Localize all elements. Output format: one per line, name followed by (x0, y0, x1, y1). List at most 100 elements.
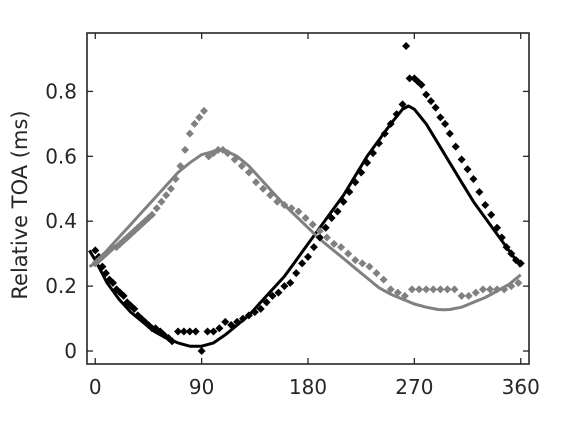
data-point (197, 347, 206, 356)
data-point (487, 210, 496, 219)
data-point (426, 97, 435, 106)
data-point (398, 100, 407, 109)
data-point (287, 204, 296, 213)
data-point (445, 129, 454, 138)
data-point (280, 200, 289, 209)
data-point (402, 41, 411, 50)
data-point (191, 327, 200, 336)
data-point (185, 327, 194, 336)
data-point (369, 149, 377, 158)
data-point (339, 197, 348, 206)
data-point (457, 155, 466, 164)
data-point (266, 191, 275, 200)
data-point (286, 278, 295, 287)
data-point (162, 191, 171, 200)
data-point (363, 158, 372, 167)
data-point (330, 239, 338, 248)
data-point (123, 298, 132, 307)
data-point (475, 188, 484, 197)
data-point (422, 90, 431, 99)
x-tick-label: 360 (502, 375, 540, 399)
data-point (98, 252, 107, 261)
data-point (436, 113, 445, 122)
data-point (227, 321, 236, 330)
data-point (292, 269, 301, 278)
data-point (392, 110, 401, 119)
data-point (301, 213, 310, 222)
data-point (441, 119, 450, 128)
data-point (200, 106, 208, 115)
point-series (91, 106, 523, 300)
data-point (386, 285, 395, 294)
data-point (493, 285, 502, 294)
data-point (471, 288, 480, 297)
data-point (98, 262, 107, 271)
data-point (322, 233, 331, 242)
ticks-layer: 0 90 180 270 360 0 0.2 0.4 0.6 0.8 (45, 33, 540, 399)
data-point (215, 324, 224, 333)
data-point (91, 246, 100, 255)
data-point (315, 226, 324, 235)
data-point (309, 243, 318, 252)
data-point (214, 145, 223, 154)
data-point (451, 142, 460, 151)
data-point (321, 223, 330, 232)
y-tick-label: 0 (64, 339, 77, 363)
data-point (123, 233, 132, 242)
x-tick-label: 0 (89, 375, 102, 399)
data-point (233, 317, 242, 326)
data-point (203, 327, 212, 336)
data-point (344, 249, 353, 258)
data-point (174, 327, 182, 336)
data-point (443, 285, 452, 294)
data-point (463, 165, 472, 174)
data-point (176, 162, 185, 171)
x-tick-label: 180 (289, 375, 327, 399)
data-point (157, 197, 166, 206)
data-point (244, 311, 253, 320)
data-point (209, 327, 218, 336)
series-layer (88, 41, 525, 356)
data-point (502, 243, 511, 252)
fit-curve (88, 104, 522, 348)
data-point (464, 291, 473, 300)
data-point (436, 285, 445, 294)
data-point (374, 139, 383, 148)
data-point (190, 119, 199, 128)
data-point (337, 243, 346, 252)
data-point (365, 262, 374, 271)
data-point (294, 207, 303, 216)
data-point (372, 269, 381, 278)
data-point (181, 145, 190, 154)
data-point (315, 233, 324, 242)
data-point (450, 285, 459, 294)
data-point (457, 291, 466, 300)
data-point (422, 285, 431, 294)
data-point (500, 285, 509, 294)
y-tick-label: 0.4 (45, 209, 77, 233)
data-point (148, 210, 156, 219)
data-point (252, 178, 260, 187)
data-point (250, 308, 259, 317)
data-point (429, 285, 438, 294)
data-point (239, 314, 247, 323)
data-point (237, 162, 246, 171)
data-point (166, 184, 175, 193)
data-point (259, 184, 268, 193)
data-point (298, 259, 307, 268)
data-point (481, 200, 490, 209)
data-point (256, 304, 265, 313)
data-point (357, 168, 366, 177)
data-point (171, 175, 180, 184)
data-point (230, 155, 239, 164)
data-point (380, 129, 389, 138)
y-tick-label: 0.8 (45, 79, 77, 103)
data-point (478, 285, 487, 294)
data-point (351, 178, 360, 187)
data-point (101, 269, 110, 278)
data-point (493, 223, 502, 232)
data-point (262, 298, 271, 307)
data-point (497, 233, 506, 242)
data-point (152, 204, 161, 213)
